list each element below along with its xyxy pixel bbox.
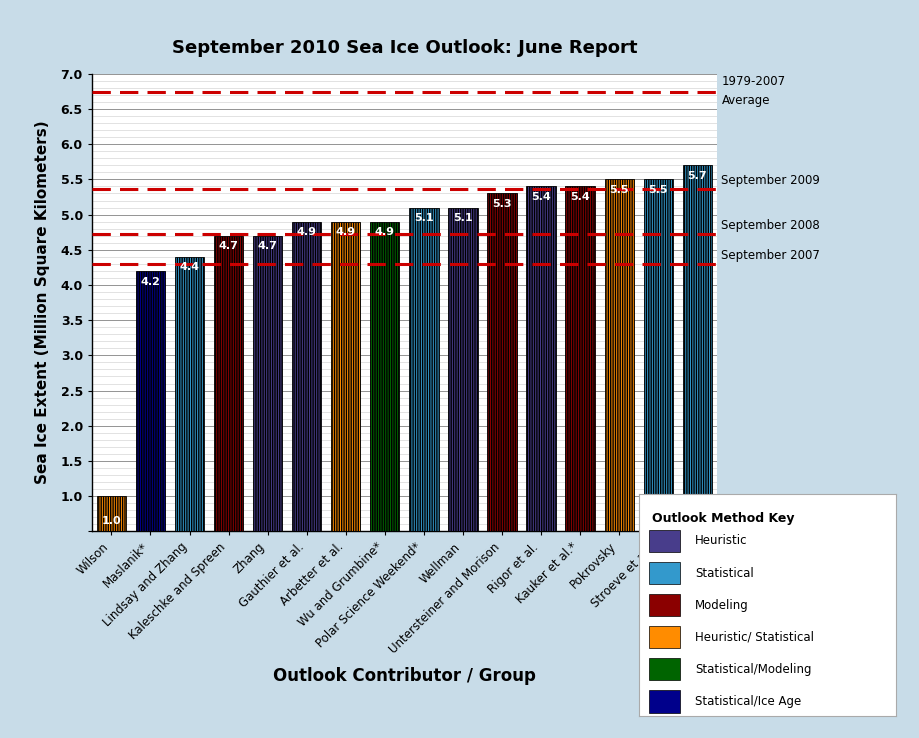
FancyBboxPatch shape <box>649 691 680 713</box>
Bar <box>292 221 322 531</box>
Text: Statistical/Ice Age: Statistical/Ice Age <box>696 695 801 708</box>
Text: 5.5: 5.5 <box>609 185 629 195</box>
Bar <box>643 179 673 531</box>
Bar <box>605 179 634 531</box>
Text: September 2009: September 2009 <box>721 174 821 187</box>
Text: September 2007: September 2007 <box>721 249 821 262</box>
FancyBboxPatch shape <box>649 594 680 616</box>
Text: Average: Average <box>721 94 770 107</box>
Text: September 2008: September 2008 <box>721 219 820 232</box>
Text: 4.2: 4.2 <box>141 277 161 286</box>
Bar <box>448 207 478 531</box>
Text: 1979-2007: 1979-2007 <box>721 75 786 89</box>
Y-axis label: Sea Ice Extent (Million Square Kilometers): Sea Ice Extent (Million Square Kilometer… <box>35 121 50 484</box>
FancyBboxPatch shape <box>649 658 680 680</box>
FancyBboxPatch shape <box>649 530 680 552</box>
Bar <box>136 271 165 531</box>
Text: Statistical/Modeling: Statistical/Modeling <box>696 663 811 676</box>
Text: 5.1: 5.1 <box>414 213 434 223</box>
FancyBboxPatch shape <box>649 626 680 648</box>
Bar <box>565 187 595 531</box>
FancyBboxPatch shape <box>649 562 680 584</box>
Bar <box>683 165 712 531</box>
Text: Modeling: Modeling <box>696 599 749 612</box>
X-axis label: Outlook Contributor / Group: Outlook Contributor / Group <box>273 667 536 685</box>
Text: Statistical: Statistical <box>696 567 754 579</box>
Text: Heuristic: Heuristic <box>696 534 748 548</box>
Text: Outlook Method Key: Outlook Method Key <box>652 512 794 525</box>
Text: 4.9: 4.9 <box>297 227 317 237</box>
Bar <box>253 235 282 531</box>
Bar <box>214 235 244 531</box>
Bar <box>175 257 204 531</box>
Bar <box>487 193 516 531</box>
Text: 4.4: 4.4 <box>179 263 199 272</box>
Text: 5.5: 5.5 <box>649 185 668 195</box>
Bar <box>527 187 556 531</box>
Text: 5.4: 5.4 <box>571 192 590 202</box>
Bar <box>331 221 360 531</box>
Bar <box>96 496 126 531</box>
Text: 1.0: 1.0 <box>102 516 121 525</box>
Bar <box>370 221 400 531</box>
Text: 4.7: 4.7 <box>219 241 239 252</box>
Text: 5.3: 5.3 <box>493 199 512 209</box>
Text: 4.7: 4.7 <box>257 241 278 252</box>
Text: 4.9: 4.9 <box>375 227 395 237</box>
Text: 4.9: 4.9 <box>335 227 356 237</box>
Text: September 2010 Sea Ice Outlook: June Report: September 2010 Sea Ice Outlook: June Rep… <box>172 39 637 57</box>
Text: Heuristic/ Statistical: Heuristic/ Statistical <box>696 631 814 644</box>
Text: 5.7: 5.7 <box>687 171 707 181</box>
Text: 5.1: 5.1 <box>453 213 472 223</box>
Text: 5.4: 5.4 <box>531 192 550 202</box>
Bar <box>409 207 438 531</box>
